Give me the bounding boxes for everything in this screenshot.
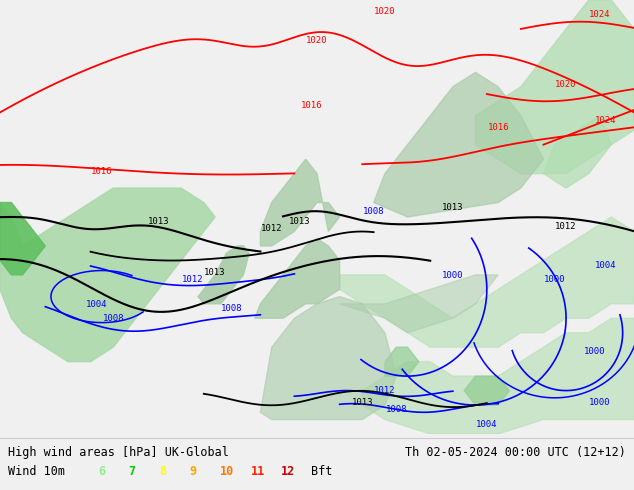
Polygon shape: [373, 73, 543, 217]
Polygon shape: [255, 239, 340, 318]
Text: 1008: 1008: [103, 314, 124, 323]
Text: 1020: 1020: [555, 80, 577, 89]
Text: 9: 9: [190, 465, 197, 478]
Polygon shape: [385, 347, 419, 376]
Polygon shape: [340, 275, 498, 333]
Text: 1016: 1016: [488, 123, 509, 132]
Text: 7: 7: [129, 465, 136, 478]
Polygon shape: [543, 116, 611, 188]
Polygon shape: [198, 246, 249, 304]
Text: Bft: Bft: [311, 465, 333, 478]
Text: 1013: 1013: [442, 203, 463, 212]
Text: 12: 12: [281, 465, 295, 478]
Text: Wind 10m: Wind 10m: [8, 465, 65, 478]
Text: 1012: 1012: [555, 221, 577, 231]
Text: 1000: 1000: [584, 347, 605, 356]
Text: 1000: 1000: [544, 275, 566, 284]
Text: 1008: 1008: [363, 207, 384, 216]
Text: 1004: 1004: [86, 300, 107, 309]
Text: 1000: 1000: [442, 271, 463, 280]
Polygon shape: [464, 376, 510, 405]
Text: Th 02-05-2024 00:00 UTC (12+12): Th 02-05-2024 00:00 UTC (12+12): [405, 446, 626, 459]
Text: 1004: 1004: [595, 261, 616, 270]
Polygon shape: [261, 296, 396, 419]
Polygon shape: [476, 0, 634, 173]
Text: 1012: 1012: [374, 387, 396, 395]
Text: 1016: 1016: [91, 167, 113, 175]
Text: 1008: 1008: [385, 405, 407, 415]
Text: 1020: 1020: [306, 36, 328, 46]
Text: 1013: 1013: [351, 398, 373, 407]
Polygon shape: [261, 159, 340, 246]
Text: 1016: 1016: [301, 101, 322, 111]
Text: 1004: 1004: [476, 420, 498, 429]
Text: 1020: 1020: [374, 7, 396, 17]
Text: 1013: 1013: [148, 217, 169, 226]
Polygon shape: [362, 318, 634, 434]
Text: 1012: 1012: [261, 224, 283, 233]
Text: 10: 10: [220, 465, 234, 478]
Text: 1024: 1024: [595, 116, 616, 125]
Text: 1008: 1008: [221, 304, 243, 313]
Text: 1013: 1013: [204, 268, 226, 277]
Polygon shape: [0, 188, 215, 362]
Polygon shape: [340, 217, 634, 347]
Polygon shape: [0, 202, 45, 275]
Text: 1013: 1013: [289, 217, 311, 226]
Text: 1012: 1012: [182, 275, 204, 284]
Text: 1024: 1024: [589, 10, 611, 20]
Text: High wind areas [hPa] UK-Global: High wind areas [hPa] UK-Global: [8, 446, 229, 459]
Text: 8: 8: [159, 465, 166, 478]
Text: 1000: 1000: [589, 398, 611, 407]
Text: 6: 6: [98, 465, 105, 478]
Text: 11: 11: [250, 465, 264, 478]
